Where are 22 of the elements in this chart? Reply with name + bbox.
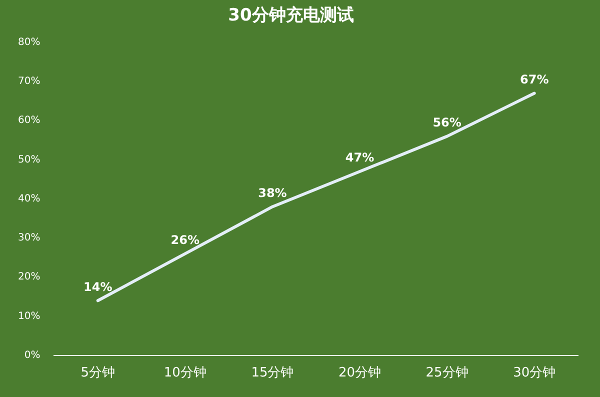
y-tick-label: 60%	[18, 115, 40, 126]
text: 26%	[170, 232, 200, 247]
x-tick-label: 25分钟	[426, 366, 468, 381]
y-tick-label: 30%	[18, 232, 40, 244]
y-tick-label: 20%	[18, 272, 40, 283]
y-tick-label: 70%	[18, 76, 40, 88]
y-tick-label: 50%	[18, 154, 40, 166]
text: 47%	[345, 150, 374, 165]
y-tick-label: 80%	[18, 36, 40, 48]
text: 14%	[84, 280, 112, 294]
y-tick-label: 0%	[24, 350, 40, 361]
text: 56%	[432, 115, 462, 130]
y-tick-label: 40%	[18, 193, 40, 204]
text: 38%	[258, 186, 287, 200]
x-tick-label: 5分钟	[80, 366, 116, 381]
x-tick-label: 15分钟	[251, 366, 294, 381]
x-tick-label: 10分钟	[164, 366, 206, 381]
text: 67%	[520, 72, 549, 86]
x-tick-label: 20分钟	[338, 366, 382, 381]
chart-title: 30分钟充电测试	[228, 6, 354, 26]
y-tick-label: 10%	[18, 310, 40, 322]
x-tick-label: 30分钟	[513, 366, 556, 381]
